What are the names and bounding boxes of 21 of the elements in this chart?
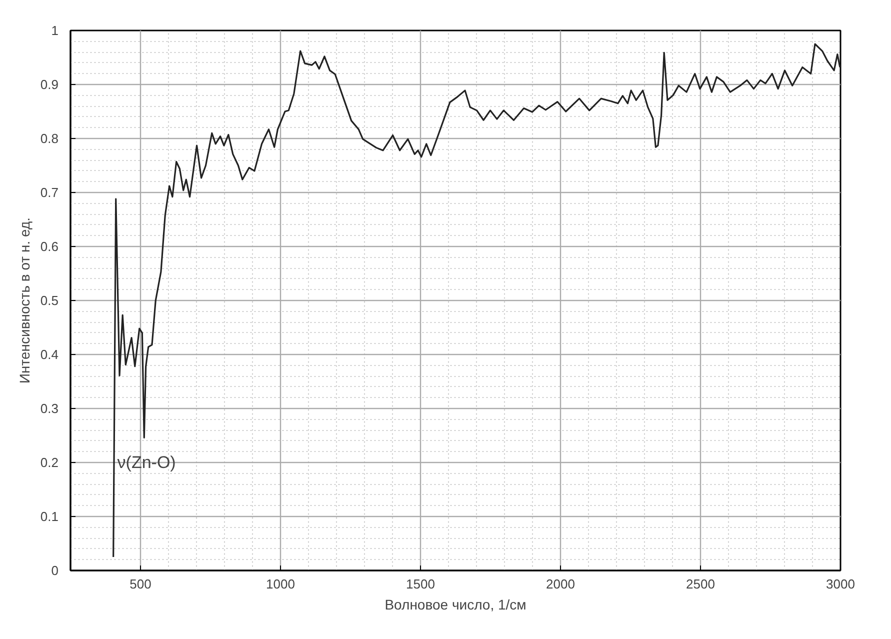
y-tick-label: 0.2: [40, 455, 59, 470]
x-tick-label: 1000: [266, 576, 295, 592]
x-tick-label: 2000: [546, 576, 575, 592]
y-axis-title: Интенсивность в от н. ед.: [16, 217, 32, 384]
y-tick-label: 0.9: [40, 77, 59, 92]
x-tick-label: 2500: [686, 576, 715, 592]
annotation: ν(Zn-O): [117, 453, 176, 472]
y-tick-label: 0.7: [40, 185, 59, 200]
y-tick-label: 1: [51, 23, 59, 38]
y-tick-label: 0.3: [40, 401, 59, 416]
y-tick-label: 0.8: [40, 131, 59, 146]
x-tick-label: 1500: [406, 576, 435, 592]
x-axis-title: Волновое число, 1/см: [384, 596, 526, 612]
y-tick-label: 0.6: [40, 239, 59, 254]
line-series: [112, 43, 840, 558]
y-tick-label: 0: [51, 563, 59, 578]
x-tick-label: 3000: [826, 576, 855, 592]
y-tick-label: 0.1: [40, 509, 59, 524]
y-tick-label: 0.4: [40, 347, 59, 362]
x-tick-label: 500: [130, 576, 152, 592]
y-tick-label: 0.5: [40, 293, 59, 308]
